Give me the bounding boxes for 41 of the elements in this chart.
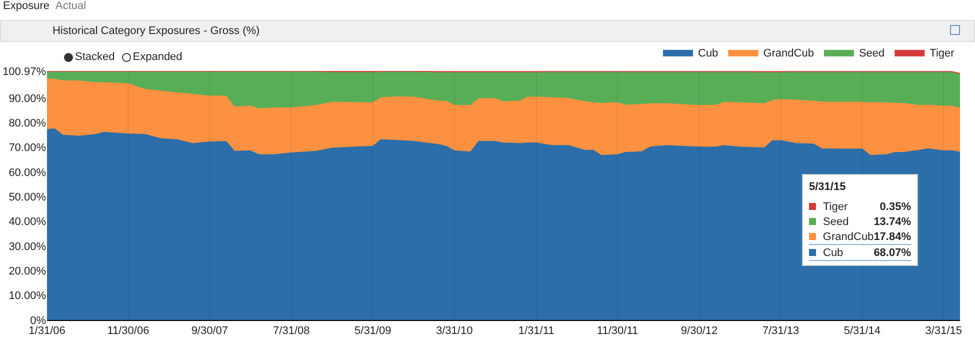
x-tick-label: 11/30/06	[107, 325, 150, 338]
annotation: 68.07%	[874, 246, 911, 258]
x-tick-label: 7/31/08	[273, 325, 310, 338]
chart-title: Historical Category Exposures - Gross (%)	[52, 24, 260, 37]
legend-label: Seed	[858, 48, 885, 60]
y-tick-label: 100.97%	[2, 66, 46, 78]
x-tick-label: 3/31/10	[436, 325, 473, 338]
y-tick-label: 40.00%	[8, 216, 46, 228]
x-tick-label: 9/30/12	[680, 325, 718, 338]
y-tick-label: 80.00%	[8, 118, 46, 130]
annotation: Tiger	[823, 200, 848, 212]
text: Stacked	[75, 51, 115, 63]
legend-label: Tiger	[930, 48, 955, 60]
annotation: Cub	[823, 246, 844, 258]
annotation: 13.74%	[874, 216, 911, 228]
y-tick-label: 30.00%	[8, 240, 46, 253]
x-tick-label: 1/31/06	[28, 325, 66, 338]
x-tick-label: 1/31/11	[518, 325, 554, 338]
x-tick-label: 9/30/07	[191, 325, 228, 338]
text: Expanded	[132, 51, 182, 63]
y-tick-label: 0%	[30, 314, 46, 327]
legend-label: GrandCub	[763, 48, 814, 60]
annotation: 0.35%	[880, 200, 911, 212]
x-tick-label: 5/31/09	[354, 325, 392, 338]
annotation: 5/31/15	[809, 181, 847, 193]
y-tick-label: 10.00%	[8, 290, 46, 302]
legend-label: Cub	[698, 48, 718, 60]
y-tick-label: 20.00%	[8, 266, 46, 278]
text: Exposure	[3, 0, 50, 12]
annotation: Seed	[823, 216, 849, 228]
y-tick-label: 50.00%	[8, 192, 46, 204]
x-tick-label: 11/30/11	[596, 325, 638, 338]
y-tick-label: 70.00%	[8, 142, 46, 154]
annotation: 17.84%	[874, 230, 911, 242]
y-tick-label: 90.00%	[8, 92, 46, 105]
text: Actual	[55, 0, 86, 12]
x-tick-label: 3/31/15	[925, 325, 962, 338]
y-tick-label: 60.00%	[8, 166, 46, 179]
x-tick-label: 5/31/14	[844, 325, 881, 338]
annotation: GrandCub	[822, 230, 874, 242]
x-tick-label: 7/31/13	[762, 325, 800, 338]
